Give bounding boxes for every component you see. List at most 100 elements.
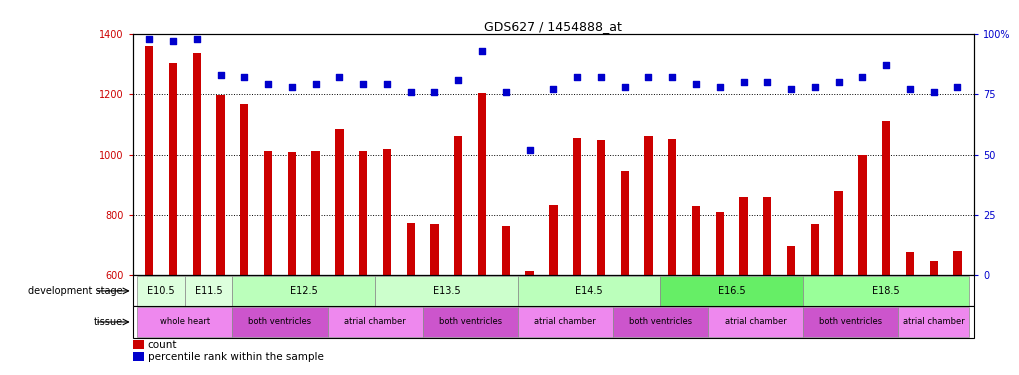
Text: atrial chamber: atrial chamber	[343, 318, 406, 327]
Bar	[667, 140, 676, 275]
Point	[474, 48, 490, 54]
Text: percentile rank within the sample: percentile rank within the sample	[148, 352, 323, 362]
Point	[592, 74, 608, 80]
Bar	[525, 270, 533, 275]
Bar	[132, 306, 973, 338]
Point	[877, 62, 894, 68]
Point	[949, 84, 965, 90]
Bar	[857, 156, 866, 275]
Bar	[138, 307, 232, 337]
Point	[378, 81, 394, 87]
Text: both ventricles: both ventricles	[249, 318, 311, 327]
Bar	[327, 307, 422, 337]
Bar	[620, 171, 628, 275]
Bar	[715, 212, 723, 275]
Text: both ventricles: both ventricles	[818, 318, 881, 327]
Bar	[596, 140, 604, 275]
Bar	[707, 307, 802, 337]
Bar	[359, 151, 367, 275]
Bar	[145, 46, 153, 275]
Point	[901, 86, 917, 92]
Bar	[422, 307, 518, 337]
Point	[640, 74, 656, 80]
Bar	[548, 205, 557, 275]
Text: atrial chamber: atrial chamber	[534, 318, 595, 327]
Point	[141, 36, 157, 42]
Bar	[232, 276, 375, 306]
Bar	[501, 226, 510, 275]
Point	[189, 36, 205, 42]
Bar	[132, 352, 144, 361]
Point	[260, 81, 276, 87]
Point	[711, 84, 728, 90]
Text: both ventricles: both ventricles	[628, 318, 691, 327]
Bar	[928, 261, 936, 275]
Point	[283, 84, 300, 90]
Bar	[287, 152, 296, 275]
Bar	[193, 53, 201, 275]
Bar	[786, 246, 795, 275]
Text: E11.5: E11.5	[195, 286, 222, 296]
Bar	[375, 276, 518, 306]
Text: E10.5: E10.5	[147, 286, 175, 296]
Point	[521, 147, 537, 153]
Text: atrial chamber: atrial chamber	[902, 318, 964, 327]
Point	[806, 84, 822, 90]
Point	[829, 79, 846, 85]
Bar	[691, 206, 699, 275]
Bar	[518, 276, 659, 306]
Bar	[612, 307, 707, 337]
Bar	[132, 275, 973, 306]
Point	[307, 81, 323, 87]
Point	[735, 79, 751, 85]
Point	[783, 86, 799, 92]
Text: both ventricles: both ventricles	[438, 318, 501, 327]
Bar	[573, 138, 581, 275]
Bar	[802, 276, 968, 306]
Bar	[659, 276, 802, 306]
Text: E16.5: E16.5	[717, 286, 745, 296]
Bar	[335, 129, 343, 275]
Bar	[953, 251, 961, 275]
Point	[924, 89, 941, 95]
Text: count: count	[148, 340, 177, 350]
Bar	[905, 252, 913, 275]
Bar	[478, 93, 486, 275]
Point	[615, 84, 632, 90]
Text: tissue: tissue	[93, 317, 122, 327]
Bar	[407, 224, 415, 275]
Point	[426, 89, 442, 95]
Point	[687, 81, 703, 87]
Bar	[239, 104, 249, 275]
Bar	[138, 276, 184, 306]
Point	[569, 74, 585, 80]
Bar	[232, 307, 327, 337]
Bar	[169, 63, 177, 275]
Bar	[810, 224, 818, 275]
Point	[236, 74, 253, 80]
Bar	[739, 196, 747, 275]
Point	[544, 86, 560, 92]
Bar	[382, 149, 390, 275]
Bar	[430, 224, 438, 275]
Bar	[264, 151, 272, 275]
Bar	[216, 95, 224, 275]
Bar	[897, 307, 968, 337]
Bar	[184, 276, 232, 306]
Text: E18.5: E18.5	[871, 286, 899, 296]
Point	[497, 89, 514, 95]
Text: E12.5: E12.5	[289, 286, 317, 296]
Bar	[834, 191, 842, 275]
Text: atrial chamber: atrial chamber	[723, 318, 786, 327]
Bar	[802, 307, 897, 337]
Point	[663, 74, 680, 80]
Point	[331, 74, 347, 80]
Bar	[518, 307, 612, 337]
Point	[403, 89, 419, 95]
Bar	[132, 340, 144, 350]
Text: E13.5: E13.5	[432, 286, 460, 296]
Point	[355, 81, 371, 87]
Point	[853, 74, 869, 80]
Text: whole heart: whole heart	[160, 318, 210, 327]
Bar	[453, 136, 462, 275]
